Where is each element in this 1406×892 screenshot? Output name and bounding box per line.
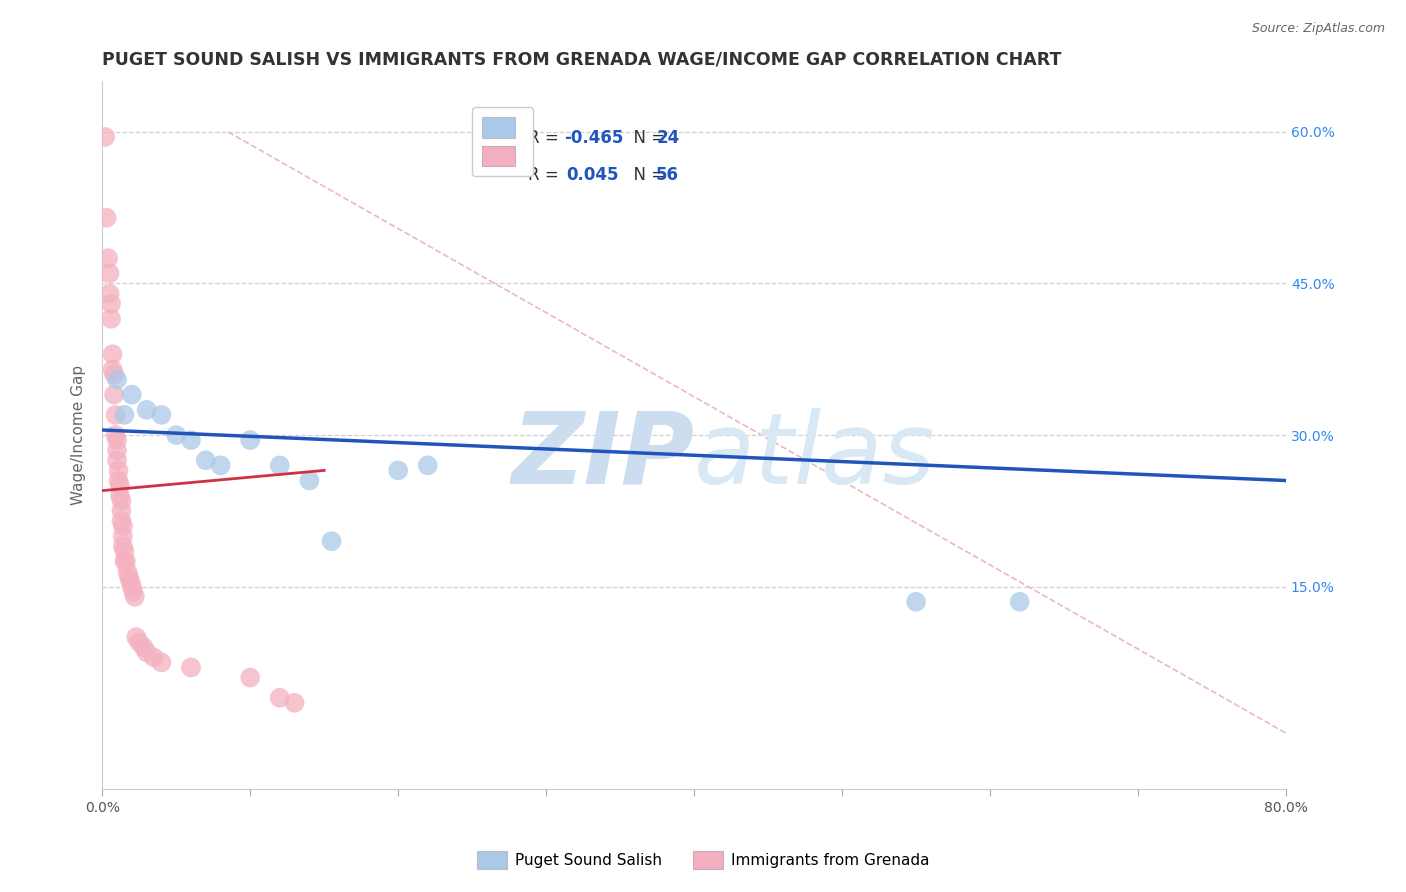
Point xyxy=(108,478,131,492)
Point xyxy=(97,251,120,265)
Point xyxy=(298,474,321,488)
Point xyxy=(103,387,125,401)
Point xyxy=(110,504,132,518)
Point xyxy=(150,408,173,422)
Y-axis label: Wage/Income Gap: Wage/Income Gap xyxy=(72,365,86,505)
Point xyxy=(105,433,128,447)
Text: atlas: atlas xyxy=(695,408,936,505)
Point xyxy=(150,656,173,670)
Legend: Puget Sound Salish, Immigrants from Grenada: Puget Sound Salish, Immigrants from Gren… xyxy=(471,845,935,875)
Point xyxy=(239,671,262,685)
Text: N =: N = xyxy=(623,166,671,185)
Point xyxy=(112,544,135,558)
Point xyxy=(110,514,132,528)
Point xyxy=(98,286,121,301)
Point xyxy=(121,387,143,401)
Point xyxy=(165,428,187,442)
Point xyxy=(416,458,439,473)
Point xyxy=(111,519,134,533)
Point xyxy=(105,372,128,386)
Legend: , : , xyxy=(471,107,533,177)
Text: 24: 24 xyxy=(657,128,679,147)
Point xyxy=(1008,595,1031,609)
Text: -0.465: -0.465 xyxy=(564,128,623,147)
Point xyxy=(122,584,145,599)
Point xyxy=(120,574,142,589)
Text: R =: R = xyxy=(529,166,569,185)
Point xyxy=(143,650,166,665)
Point xyxy=(110,493,132,508)
Point xyxy=(112,408,135,422)
Point xyxy=(209,458,232,473)
Point xyxy=(284,696,307,710)
Point xyxy=(105,443,128,458)
Text: PUGET SOUND SALISH VS IMMIGRANTS FROM GRENADA WAGE/INCOME GAP CORRELATION CHART: PUGET SOUND SALISH VS IMMIGRANTS FROM GR… xyxy=(103,51,1062,69)
Point xyxy=(118,569,141,583)
Point xyxy=(103,368,125,382)
Point xyxy=(115,554,138,568)
Point xyxy=(111,529,134,543)
Text: 0.045: 0.045 xyxy=(567,166,619,185)
Point xyxy=(105,453,128,467)
Point xyxy=(104,428,127,442)
Text: ZIP: ZIP xyxy=(512,408,695,505)
Point xyxy=(239,433,262,447)
Text: Source: ZipAtlas.com: Source: ZipAtlas.com xyxy=(1251,22,1385,36)
Point xyxy=(135,645,157,659)
Point xyxy=(125,630,148,644)
Point xyxy=(101,347,124,361)
Point xyxy=(135,402,157,417)
Point xyxy=(269,458,291,473)
Point xyxy=(107,463,129,477)
Point xyxy=(112,554,135,568)
Text: R =: R = xyxy=(529,128,564,147)
Point xyxy=(194,453,217,467)
Point xyxy=(111,539,134,553)
Point xyxy=(107,474,129,488)
Point xyxy=(321,534,343,549)
Point xyxy=(128,635,150,649)
Point xyxy=(100,296,122,310)
Point xyxy=(96,211,118,225)
Point xyxy=(124,590,146,604)
Point xyxy=(101,362,124,376)
Point xyxy=(108,489,131,503)
Point xyxy=(117,565,139,579)
Point xyxy=(104,408,127,422)
Point xyxy=(98,266,121,280)
Point xyxy=(269,690,291,705)
Text: N =: N = xyxy=(623,128,671,147)
Point xyxy=(132,640,155,655)
Text: 56: 56 xyxy=(657,166,679,185)
Point xyxy=(180,660,202,674)
Point xyxy=(905,595,928,609)
Point xyxy=(121,580,143,594)
Point xyxy=(180,433,202,447)
Point xyxy=(387,463,409,477)
Point xyxy=(100,311,122,326)
Point xyxy=(94,130,117,145)
